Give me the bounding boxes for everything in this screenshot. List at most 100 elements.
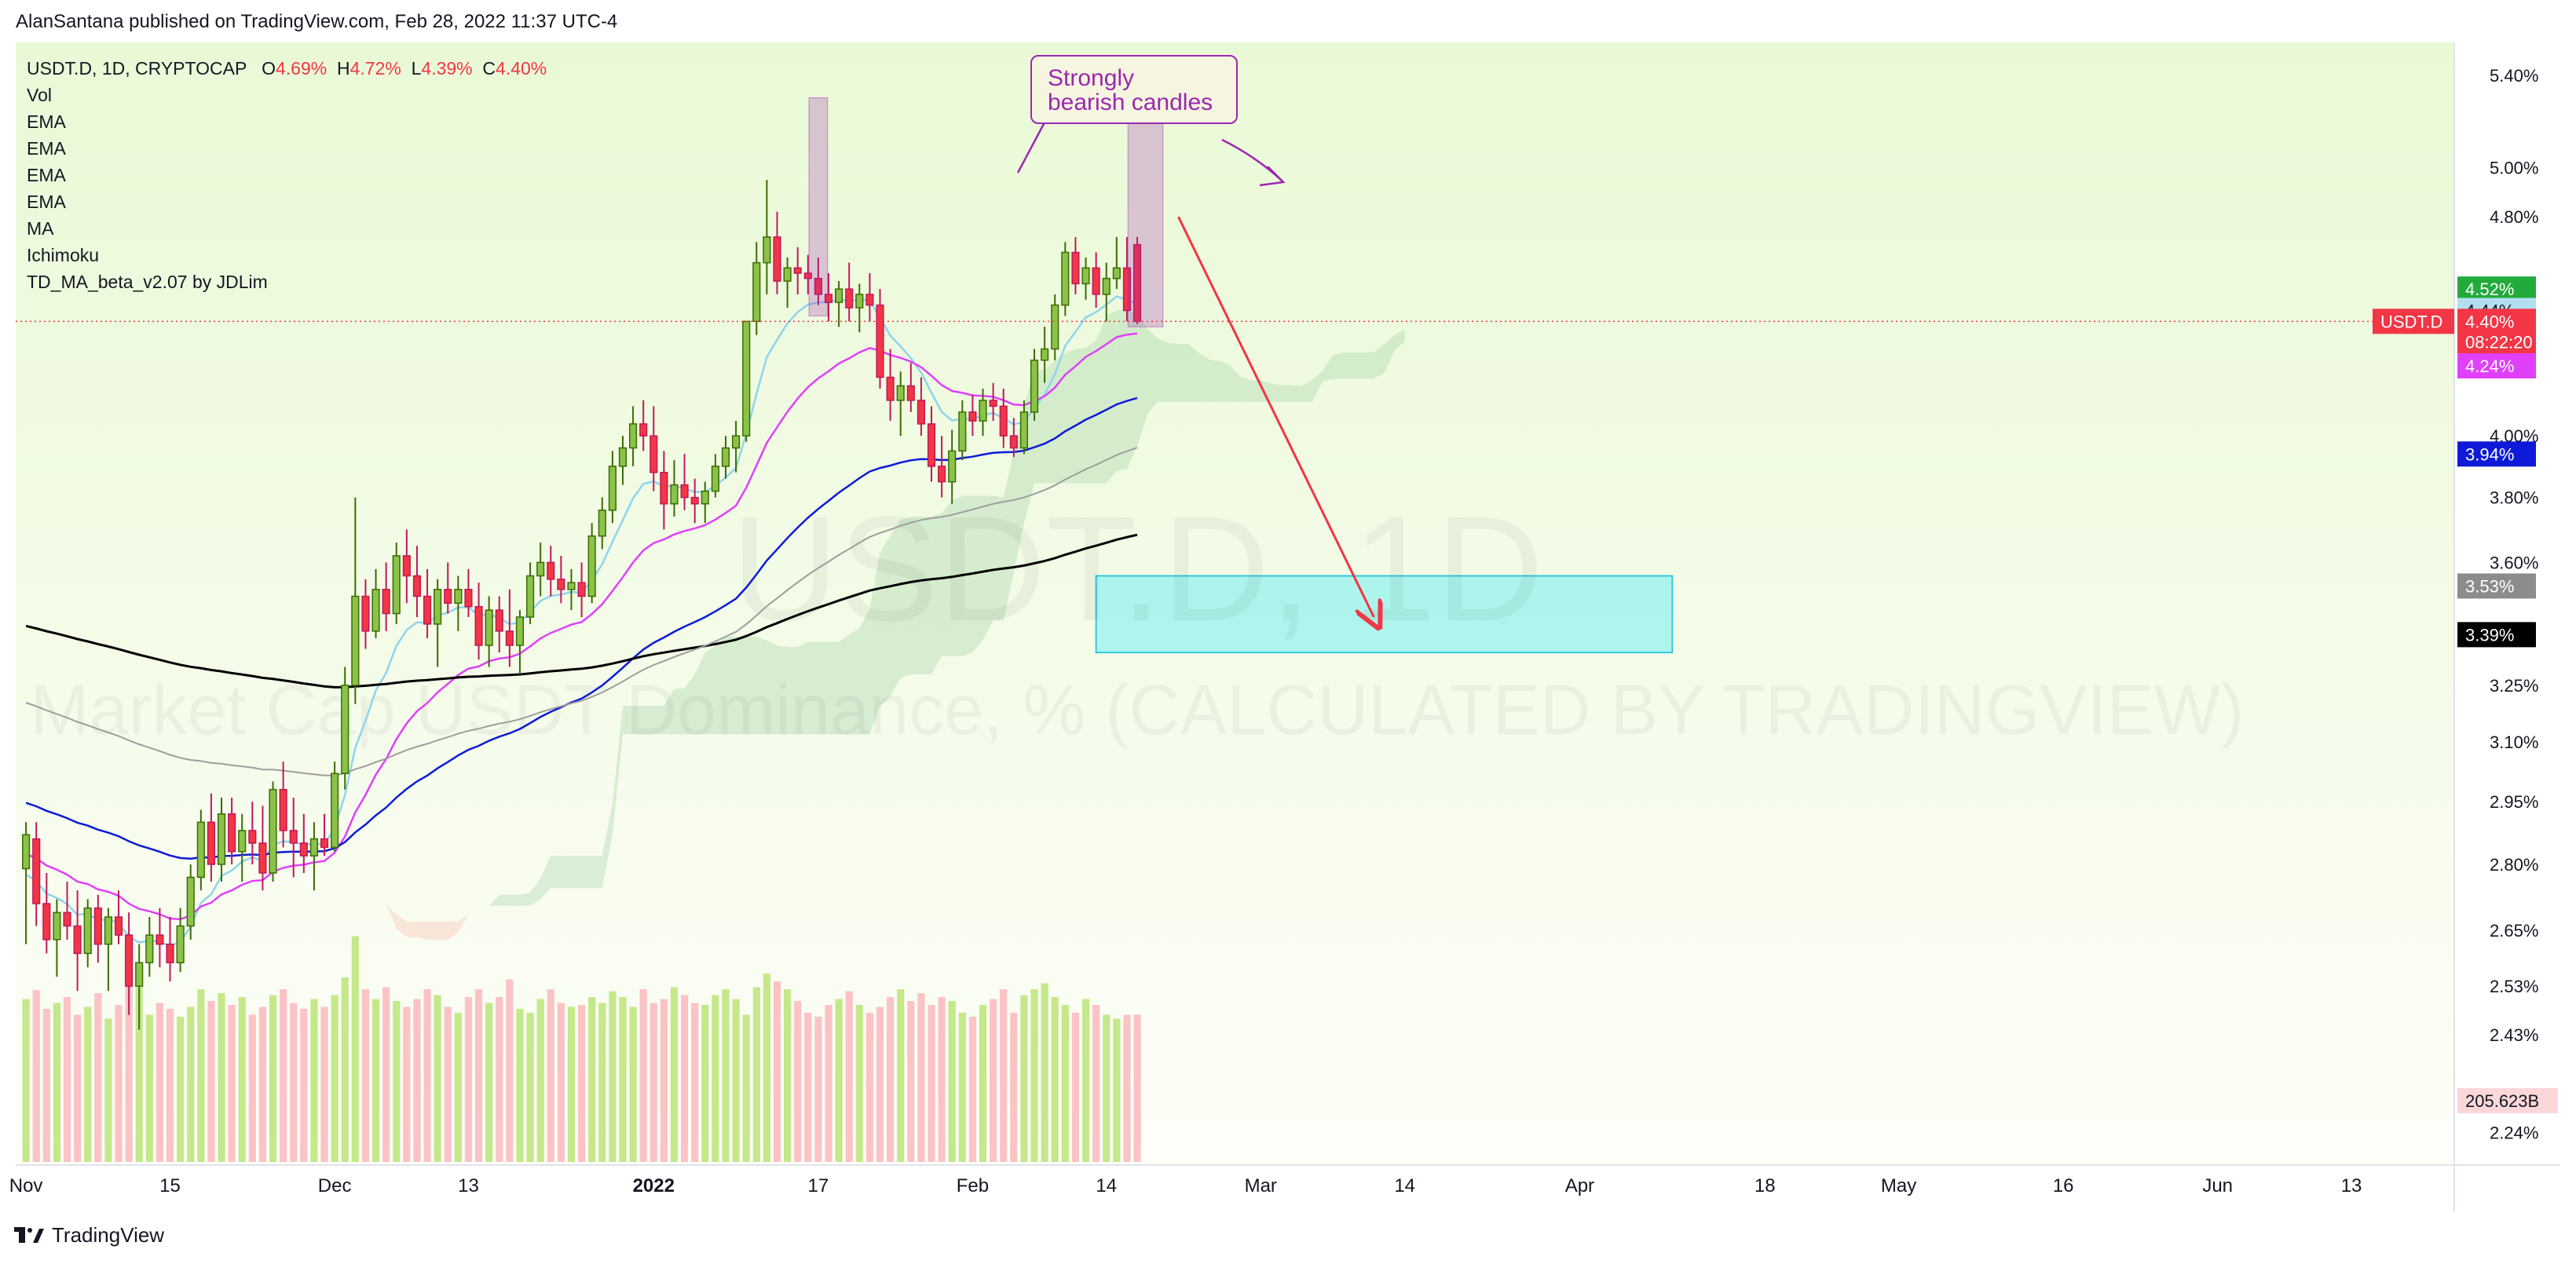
candle — [320, 813, 329, 857]
volume-bar — [598, 1003, 606, 1162]
candle-body — [1081, 267, 1090, 285]
watermark-symbol: USDT.D, 1D — [731, 486, 1544, 652]
volume-bar — [1051, 997, 1059, 1162]
candle-body — [608, 466, 617, 511]
volume-bar — [1113, 1018, 1121, 1162]
candle — [73, 890, 82, 992]
candle — [392, 542, 401, 624]
candle — [855, 283, 864, 333]
legend-indicator-td-ma[interactable]: TD_MA_beta_v2.07 by JDLim — [27, 272, 268, 292]
time-axis-tick: 17 — [808, 1175, 829, 1196]
volume-bar — [547, 989, 554, 1162]
candle-body — [855, 294, 864, 309]
candle-body — [752, 261, 761, 323]
volume-bar — [897, 989, 905, 1162]
price-tag-value: 4.24% — [2465, 356, 2514, 376]
annotation-callout[interactable]: Strongly bearish candles — [1030, 55, 1238, 124]
ichimoku-cloud-segment — [1394, 329, 1405, 351]
volume-bar — [1010, 1013, 1018, 1162]
ichimoku-cloud-segment — [694, 652, 705, 735]
candle-body — [22, 834, 31, 870]
candle — [906, 363, 915, 412]
candle-body — [423, 595, 432, 625]
legend-high-key: H — [336, 58, 350, 79]
volume-bar — [197, 989, 205, 1162]
legend-indicator-ma[interactable]: MA — [27, 218, 54, 239]
volume-bar — [115, 1005, 123, 1162]
candle-body — [474, 605, 483, 646]
ichimoku-cloud-segment — [1106, 310, 1117, 484]
candle-body — [371, 589, 380, 632]
ichimoku-cloud-segment — [551, 856, 562, 889]
legend-close-key: C — [482, 58, 496, 79]
candle — [886, 349, 895, 422]
volume-bar — [1041, 983, 1048, 1162]
candle — [1061, 242, 1070, 316]
volume-bar — [1081, 999, 1090, 1162]
time-axis-tick: Mar — [1245, 1175, 1277, 1196]
volume-bar — [393, 1001, 401, 1162]
legend-indicator-ema-3[interactable]: EMA — [27, 165, 66, 185]
projection-arrow — [1177, 216, 1374, 617]
candle — [557, 555, 565, 604]
time-axis-tick: 13 — [2341, 1175, 2362, 1196]
ichimoku-cloud-segment — [1332, 352, 1344, 379]
candle-body — [1122, 267, 1132, 312]
candle — [93, 894, 102, 963]
legend-indicator-ema-2[interactable]: EMA — [27, 138, 66, 159]
volume-bar — [712, 995, 719, 1162]
candle — [341, 667, 349, 790]
legend-indicator-ema-4[interactable]: EMA — [27, 192, 66, 212]
legend-low-key: L — [411, 58, 422, 79]
candle — [371, 568, 380, 638]
candle-body — [73, 925, 82, 955]
watermark-description: Market Cap USDT Dominance, % (CALCULATED… — [31, 671, 2245, 750]
candle-body — [979, 400, 987, 422]
candle-body — [835, 288, 843, 303]
volume-bar — [948, 1001, 956, 1162]
volume-bar — [680, 995, 689, 1162]
ichimoku-cloud-segment — [643, 706, 654, 735]
price-tag-bg — [2457, 353, 2536, 379]
volume-bar — [619, 997, 627, 1162]
candle — [979, 389, 987, 437]
candle — [248, 802, 257, 864]
candle — [948, 429, 957, 504]
candle — [135, 944, 144, 1030]
legend-indicator-vol[interactable]: Vol — [27, 85, 52, 105]
ichimoku-cloud-segment — [1363, 352, 1374, 379]
price-tag: 4.24% — [2457, 353, 2536, 379]
candle-body — [444, 589, 452, 605]
ichimoku-cloud-segment — [1250, 380, 1261, 402]
candle-body — [1019, 411, 1028, 449]
candle — [701, 481, 709, 524]
tradingview-logo[interactable]: TradingView — [14, 1223, 164, 1248]
time-axis-tick: 13 — [458, 1175, 479, 1196]
candle — [639, 400, 648, 451]
candlesticks — [22, 180, 1142, 1030]
price-axis-tick: 5.40% — [2490, 66, 2538, 86]
candle — [125, 912, 134, 1015]
ichimoku-cloud-segment — [1158, 338, 1169, 402]
price-tag-bg — [2457, 1088, 2558, 1113]
candle — [32, 822, 41, 926]
volume-bar — [269, 995, 277, 1162]
legend-indicator-ema-1[interactable]: EMA — [27, 111, 66, 132]
candle — [1041, 327, 1049, 383]
legend-indicator-ichimoku[interactable]: Ichimoku — [27, 245, 100, 265]
volume-bar — [835, 999, 843, 1162]
candle — [1102, 262, 1111, 322]
legend-symbol-row[interactable]: USDT.D, 1D, CRYPTOCAP O4.69% H4.72% L4.3… — [27, 55, 547, 82]
candle-body — [248, 830, 257, 844]
volume-bar — [958, 1013, 966, 1162]
candle — [1009, 418, 1018, 458]
volume-bars — [22, 936, 1141, 1162]
time-axis-tick: 18 — [1755, 1175, 1776, 1196]
candle — [1092, 252, 1100, 309]
volume-bar — [228, 1005, 236, 1162]
candle-body — [639, 423, 648, 437]
symbol-tag-label: USDT.D — [2380, 312, 2442, 331]
volume-bar — [629, 1006, 637, 1162]
candle-body — [454, 589, 463, 605]
